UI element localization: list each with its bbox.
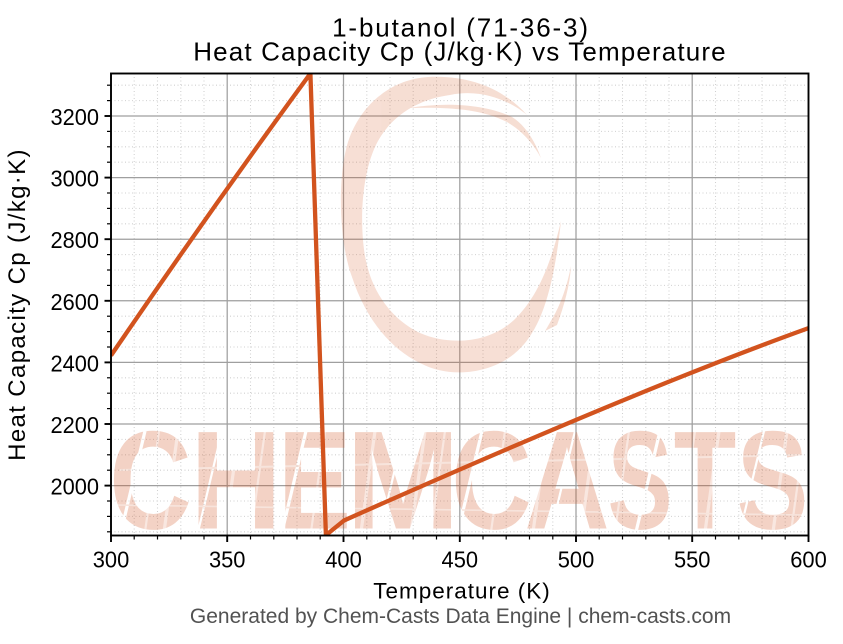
svg-text:3200: 3200 <box>51 104 100 130</box>
svg-text:500: 500 <box>558 547 595 573</box>
svg-text:C: C <box>451 402 531 559</box>
svg-text:Temperature (K): Temperature (K) <box>373 579 551 604</box>
svg-text:S: S <box>608 402 673 559</box>
svg-text:600: 600 <box>790 547 827 573</box>
svg-text:3000: 3000 <box>51 166 100 192</box>
svg-text:350: 350 <box>209 547 246 573</box>
svg-text:Heat Capacity Cp (J/kg·K): Heat Capacity Cp (J/kg·K) <box>4 148 31 461</box>
svg-text:2200: 2200 <box>51 412 100 438</box>
svg-text:H: H <box>190 402 282 559</box>
svg-text:2000: 2000 <box>51 474 100 500</box>
svg-text:1-butanol (71-36-3): 1-butanol (71-36-3) <box>332 13 590 43</box>
svg-text:A: A <box>524 402 609 559</box>
svg-text:E: E <box>278 402 351 559</box>
svg-text:300: 300 <box>93 547 130 573</box>
svg-text:Heat Capacity Cp (J/kg·K) vs T: Heat Capacity Cp (J/kg·K) vs Temperature <box>193 37 727 67</box>
svg-text:550: 550 <box>674 547 711 573</box>
svg-text:S: S <box>737 402 809 559</box>
svg-text:400: 400 <box>325 547 362 573</box>
svg-text:T: T <box>674 402 737 559</box>
svg-text:450: 450 <box>442 547 479 573</box>
svg-text:2400: 2400 <box>51 350 100 376</box>
svg-text:2600: 2600 <box>51 289 100 315</box>
svg-text:2800: 2800 <box>51 227 100 253</box>
svg-text:Generated by Chem-Casts Data E: Generated by Chem-Casts Data Engine | ch… <box>190 605 731 628</box>
svg-text:C: C <box>109 402 191 559</box>
